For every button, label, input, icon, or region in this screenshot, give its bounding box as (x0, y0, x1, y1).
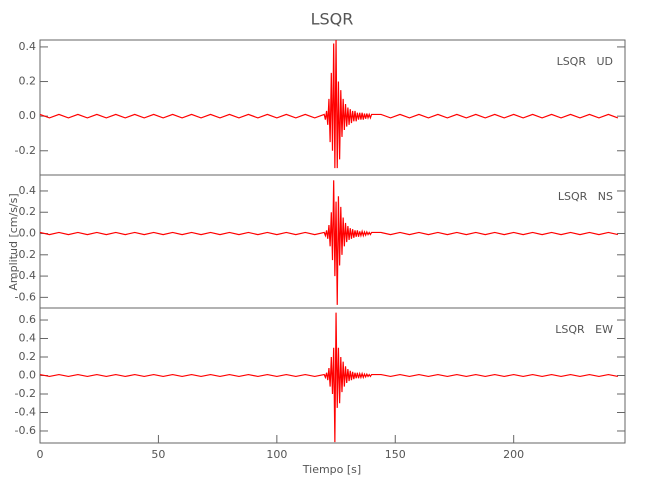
waveform (39, 312, 619, 443)
y-tick-label: -0.2 (15, 387, 36, 400)
chart-title: LSQR (311, 10, 354, 29)
x-tick-label: 200 (503, 448, 524, 461)
y-axis-label: Amplitud [cm/s/s] (7, 193, 20, 290)
trace-label: LSQR EW (555, 323, 613, 336)
y-tick-label: 0.2 (19, 205, 37, 218)
y-tick-label: -0.2 (15, 248, 36, 261)
y-tick-label: 0.4 (19, 332, 37, 345)
waveform (39, 39, 619, 169)
y-tick-label: 0.4 (19, 40, 37, 53)
trace-label: LSQR NS (558, 190, 613, 203)
y-tick-label: -0.6 (15, 290, 36, 303)
y-tick-label: -0.4 (15, 405, 36, 418)
x-tick-label: 50 (151, 448, 165, 461)
y-tick-label: 0.0 (19, 227, 37, 240)
x-axis-label: Tiempo [s] (302, 463, 361, 476)
trace-label: LSQR UD (557, 55, 613, 68)
y-tick-label: -0.6 (15, 424, 36, 437)
y-tick-label: -0.2 (15, 144, 36, 157)
x-tick-label: 150 (385, 448, 406, 461)
y-tick-label: 0.0 (19, 109, 37, 122)
y-tick-label: 0.2 (19, 350, 37, 363)
y-tick-label: 0.2 (19, 75, 37, 88)
waveform (39, 180, 619, 305)
x-tick-label: 100 (266, 448, 287, 461)
y-tick-label: 0.0 (19, 369, 37, 382)
x-tick-label: 0 (37, 448, 44, 461)
y-tick-label: -0.4 (15, 269, 36, 282)
y-tick-label: 0.6 (19, 313, 37, 326)
y-tick-label: 0.4 (19, 184, 37, 197)
